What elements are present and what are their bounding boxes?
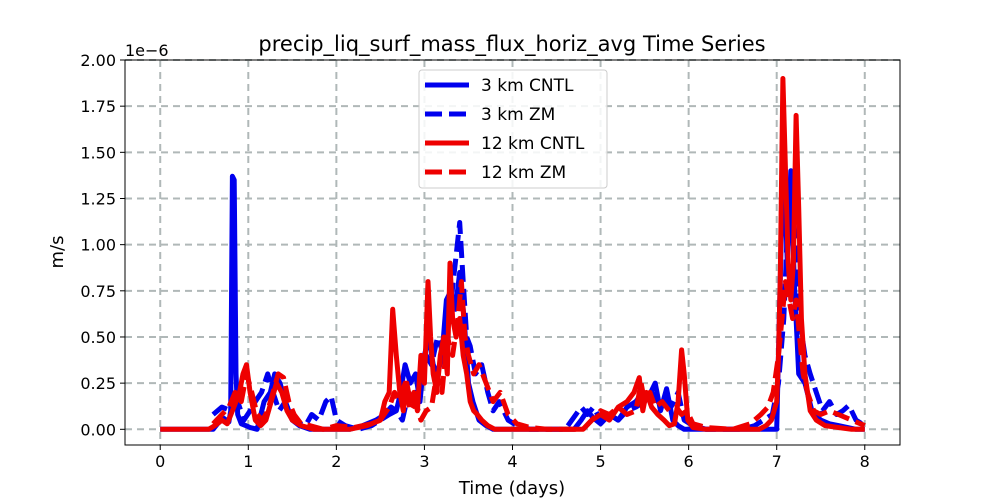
y-tick-label: 1.50 xyxy=(80,143,116,162)
y-tick-label: 0.25 xyxy=(80,374,116,393)
series-line-3-km-cntl xyxy=(160,155,865,432)
legend-label-12km-cntl: 12 km CNTL xyxy=(481,134,585,154)
series-line-12-km-zm xyxy=(211,279,866,432)
legend-box xyxy=(418,69,608,189)
x-tick-label: 1 xyxy=(243,452,253,471)
y-tick-label: 0.75 xyxy=(80,282,116,301)
x-tick-label: 7 xyxy=(772,452,782,471)
y-tick-label: 1.00 xyxy=(80,236,116,255)
y-tick-label: 2.00 xyxy=(80,51,116,70)
x-axis-ticks: 0 1 2 3 4 5 6 7 8 xyxy=(155,445,870,471)
plot-series xyxy=(160,76,867,432)
x-tick-label: 4 xyxy=(507,452,517,471)
y-tick-label: 0.00 xyxy=(80,420,116,439)
series-line-3-km-zm xyxy=(211,186,867,432)
x-tick-label: 0 xyxy=(155,452,165,471)
legend-label-12km-zm: 12 km ZM xyxy=(481,163,566,183)
y-offset-label: 1e−6 xyxy=(125,41,169,60)
x-axis-label: Time (days) xyxy=(458,478,565,499)
x-tick-label: 3 xyxy=(419,452,429,471)
x-tick-label: 5 xyxy=(595,452,605,471)
y-tick-label: 1.25 xyxy=(80,189,116,208)
y-axis-ticks: 0.00 0.25 0.50 0.75 1.00 1.25 1.50 1.75 2.00 xyxy=(80,51,125,439)
legend-label-3km-zm: 3 km ZM xyxy=(481,105,555,125)
legend-label-3km-cntl: 3 km CNTL xyxy=(481,76,574,96)
y-tick-label: 0.50 xyxy=(80,328,116,347)
legend: 3 km CNTL 3 km ZM 12 km CNTL 12 km ZM xyxy=(418,69,608,189)
x-tick-label: 8 xyxy=(860,452,870,471)
y-axis-label: m/s xyxy=(47,236,68,269)
y-tick-label: 1.75 xyxy=(80,97,116,116)
series-line-12-km-cntl xyxy=(160,76,865,432)
x-tick-label: 2 xyxy=(331,452,341,471)
x-tick-label: 6 xyxy=(684,452,694,471)
chart-title: precip_liq_surf_mass_flux_horiz_avg Time… xyxy=(258,32,765,57)
